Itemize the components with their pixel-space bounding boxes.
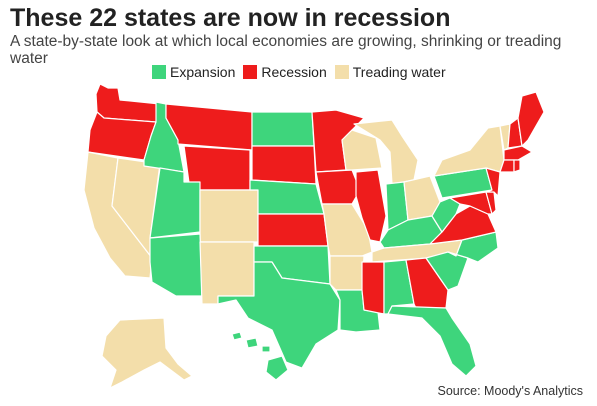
state-fl (387, 305, 477, 377)
page-title: These 22 states are now in recession (10, 4, 451, 32)
state-tx (217, 261, 341, 369)
state-ms (361, 261, 385, 315)
legend-item-recession: Recession (243, 64, 327, 80)
state-wa (95, 83, 161, 123)
state-mt (165, 103, 253, 151)
state-hi (231, 331, 289, 381)
legend-label-recession: Recession (261, 64, 327, 80)
legend: Expansion Recession Treading water (152, 64, 446, 80)
legend-swatch-recession (243, 65, 258, 79)
legend-item-treading: Treading water (334, 64, 446, 80)
state-ne (249, 179, 325, 215)
state-ri (513, 159, 521, 173)
legend-swatch-treading (334, 65, 349, 79)
legend-swatch-expansion (152, 65, 166, 79)
state-ny (433, 125, 505, 177)
state-ma (503, 145, 533, 161)
legend-label-treading: Treading water (352, 64, 446, 80)
state-sc (425, 251, 469, 291)
source-note: Source: Moody's Analytics (437, 384, 583, 398)
state-wi (341, 129, 383, 171)
state-co (199, 189, 259, 243)
state-az (149, 233, 203, 297)
state-ak (101, 317, 193, 389)
state-nm (199, 241, 255, 305)
legend-label-expansion: Expansion (170, 64, 236, 80)
state-ar (329, 255, 365, 291)
state-me (517, 91, 545, 147)
page-subtitle: A state-by-state look at which local eco… (10, 33, 562, 67)
state-ks (257, 213, 329, 247)
legend-item-expansion: Expansion (152, 64, 235, 80)
state-ia (315, 169, 361, 205)
state-nd (251, 111, 315, 147)
state-sd (251, 145, 317, 185)
state-il (355, 169, 387, 243)
